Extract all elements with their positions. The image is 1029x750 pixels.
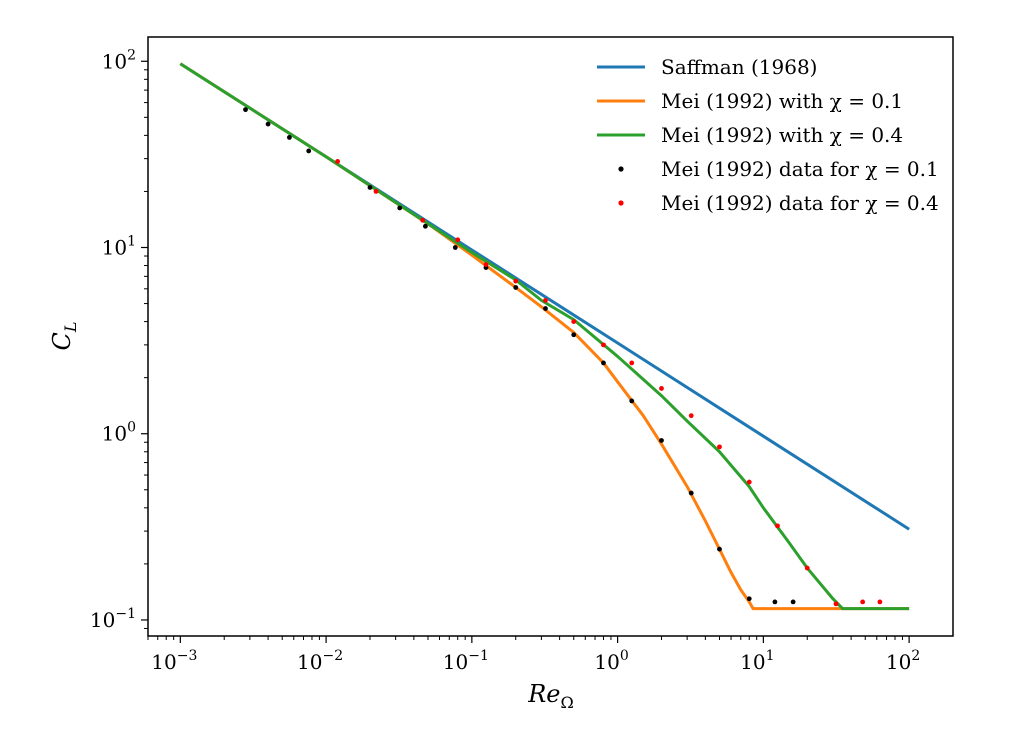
legend-item: Saffman (1968) [597,55,817,79]
legend-label: Mei (1992) data for χ = 0.1 [661,157,939,181]
data-point-series-1 [243,107,248,113]
data-point-series-2 [335,158,341,164]
legend-item: Mei (1992) data for χ = 0.1 [618,157,939,181]
data-point-series-1 [772,599,778,605]
x-tick-label: 100 [594,648,628,674]
data-point-series-1 [367,185,373,190]
data-point-series-1 [688,490,694,496]
data-point-series-2 [746,479,752,485]
x-tick-label: 102 [886,648,920,674]
plot-frame [147,36,954,637]
data-point-series-2 [659,386,664,391]
y-axis-label: CL [48,322,80,351]
y-tick-label: 101 [102,233,136,259]
legend-item: Mei (1992) data for χ = 0.4 [618,191,939,215]
data-point-series-1 [422,223,428,229]
data-point-series-1 [629,398,635,404]
series-group [179,62,910,611]
data-point-series-1 [659,438,664,443]
data-point-series-2 [877,599,883,605]
y-tick-label: 102 [102,47,136,73]
legend-marker-swatch [618,166,624,172]
x-tick-label: 101 [740,648,774,674]
x-tick-label: 10−2 [297,648,343,674]
data-point-series-1 [397,205,403,211]
y-tick-label: 100 [102,420,136,446]
legend-item: Mei (1992) with χ = 0.1 [597,89,903,113]
data-point-series-2 [629,360,635,366]
x-tick-label: 10−1 [443,648,489,674]
data-point-series-1 [452,245,458,250]
data-point-series-1 [571,332,577,338]
data-point-series-2 [543,297,548,303]
data-point-series-2 [601,342,606,348]
legend-marker-swatch [618,200,624,206]
plot-area [179,62,910,611]
data-point-series-1 [306,148,312,154]
legend-label: Mei (1992) with χ = 0.4 [661,123,903,147]
data-point-series-2 [571,319,577,324]
data-point-series-2 [513,278,519,284]
legend-label: Mei (1992) data for χ = 0.4 [661,191,939,215]
legend: Saffman (1968) Mei (1992) with χ = 0.1 Mei… [597,55,939,215]
series-line-3 [179,62,910,611]
data-point-series-2 [455,237,461,243]
data-point-series-1 [265,121,271,127]
data-point-series-2 [717,444,722,450]
data-point-series-1 [286,135,292,140]
data-point-series-1 [601,360,606,366]
data-point-series-2 [373,189,379,194]
x-tick-label: 10−3 [151,648,197,674]
data-point-series-1 [513,285,519,290]
legend-label: Mei (1992) with χ = 0.1 [661,89,903,113]
x-axis-label: ReΩ [527,680,574,712]
data-point-series-1 [746,596,752,602]
legend-item: Mei (1992) with χ = 0.4 [597,123,903,147]
data-point-series-2 [483,262,489,267]
series-line-2 [179,62,910,611]
legend-label: Saffman (1968) [661,55,817,79]
data-point-series-1 [790,599,796,605]
data-point-series-2 [860,599,866,605]
data-point-series-2 [688,413,694,419]
data-point-series-2 [833,601,839,607]
data-point-series-2 [804,565,810,571]
axes: 10−3 10−2 10−1 100 101 102 10−1 100 101 102 [90,36,954,674]
y-tick-label: 10−1 [90,606,136,632]
data-point-series-1 [717,546,722,552]
data-point-series-2 [775,523,780,529]
data-point-series-1 [543,306,548,311]
data-point-series-2 [420,217,426,223]
